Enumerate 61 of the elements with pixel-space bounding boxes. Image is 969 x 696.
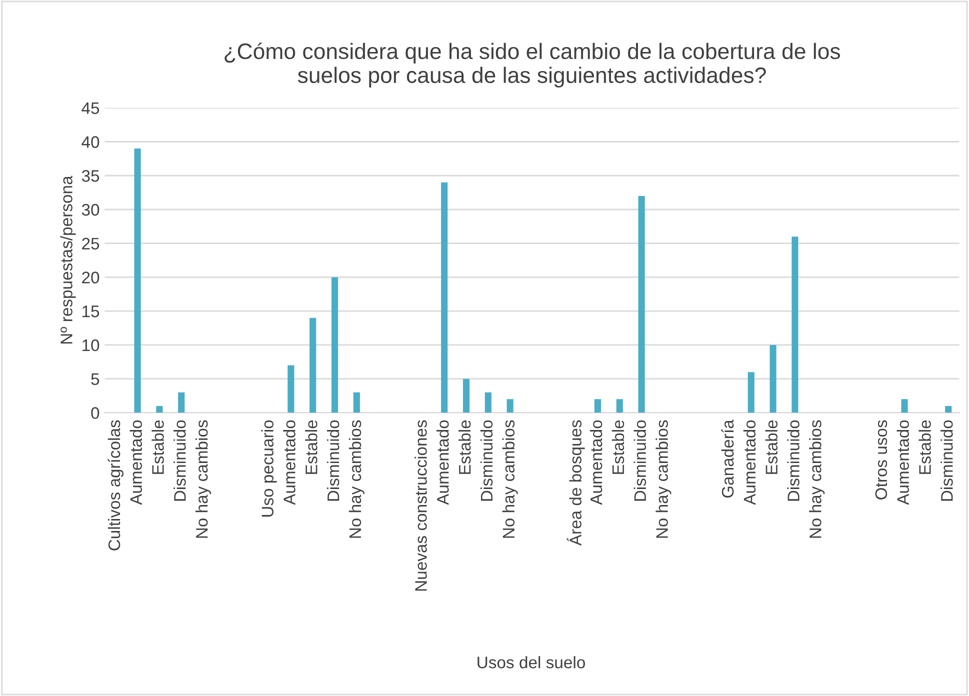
x-tick-label: No hay cambios bbox=[809, 420, 825, 538]
x-tick-label: Estable bbox=[305, 420, 318, 474]
bar bbox=[616, 399, 623, 413]
y-tick-label: 45 bbox=[82, 102, 100, 114]
x-tick-label: No hay cambios bbox=[348, 420, 364, 538]
bar bbox=[748, 372, 754, 413]
x-tick-label: Disminuido bbox=[326, 420, 340, 501]
x-tick-label: Disminuido bbox=[940, 420, 953, 501]
x-tick-label: Aumentado bbox=[436, 420, 449, 505]
y-tick-label: 5 bbox=[91, 373, 100, 386]
bar bbox=[506, 399, 514, 413]
y-tick-label: 0 bbox=[91, 407, 100, 419]
x-tick-label: No hay cambios bbox=[196, 420, 212, 538]
bar bbox=[462, 378, 470, 413]
bar bbox=[901, 399, 908, 413]
x-tick-label: No hay cambios bbox=[502, 420, 518, 538]
x-tick-label: Otros usos bbox=[875, 420, 888, 500]
x-tick-label: Aumentado bbox=[590, 420, 602, 505]
bar bbox=[331, 277, 338, 413]
bar bbox=[945, 406, 952, 413]
x-tick-label: Estable bbox=[918, 420, 931, 474]
x-axis-title: Usos del suelo bbox=[478, 656, 585, 668]
bar bbox=[134, 148, 141, 413]
bar bbox=[484, 392, 492, 413]
bar bbox=[638, 196, 645, 413]
x-tick-label: No hay cambios bbox=[656, 420, 672, 538]
bar bbox=[770, 344, 776, 413]
x-tick-label: Disminuido bbox=[480, 420, 493, 501]
x-tick-label: Nuevas construcciones bbox=[414, 420, 427, 591]
x-tick-label: Ganadería bbox=[721, 420, 734, 498]
y-tick-label: 40 bbox=[82, 136, 100, 148]
x-tick-label: Aumentado bbox=[743, 420, 756, 505]
y-tick-label: 30 bbox=[82, 204, 100, 216]
y-tick-label: 20 bbox=[82, 272, 100, 284]
y-tick-label: 35 bbox=[82, 170, 100, 182]
x-tick-label: Cultivos agrícolas bbox=[108, 420, 124, 550]
chart-title: ¿Cómo considera que ha sido el cambio de la cobertura de los suelos por causa de las siguientes actividades? bbox=[224, 42, 840, 88]
x-tick-label: Aumentado bbox=[896, 420, 909, 505]
bar bbox=[310, 318, 316, 413]
x-tick-label: Estable bbox=[458, 420, 471, 474]
x-tick-label: Uso pecuario bbox=[261, 420, 277, 517]
y-axis-title: Nº respuestas/persona bbox=[60, 176, 76, 344]
x-tick-label: Estable bbox=[612, 420, 624, 474]
x-tick-label: Aumentado bbox=[283, 420, 296, 505]
bar bbox=[156, 406, 163, 413]
x-tick-label: Estable bbox=[152, 420, 164, 474]
bar bbox=[594, 399, 602, 413]
x-tick-label: Área de bosques bbox=[566, 420, 585, 546]
x-tick-label: Disminuido bbox=[174, 420, 186, 501]
bar bbox=[441, 182, 448, 413]
x-tick-label: Aumentado bbox=[130, 420, 142, 505]
bar bbox=[178, 392, 185, 413]
x-tick-label: Disminuido bbox=[634, 420, 646, 501]
y-tick-label: 10 bbox=[82, 339, 100, 352]
y-tick-label: 25 bbox=[82, 238, 100, 250]
x-tick-label: Estable bbox=[765, 420, 778, 474]
bar bbox=[353, 392, 360, 413]
bar bbox=[792, 236, 798, 413]
x-tick-label: Disminuido bbox=[787, 420, 800, 501]
y-tick-label: 15 bbox=[82, 306, 100, 318]
bar bbox=[288, 365, 294, 413]
